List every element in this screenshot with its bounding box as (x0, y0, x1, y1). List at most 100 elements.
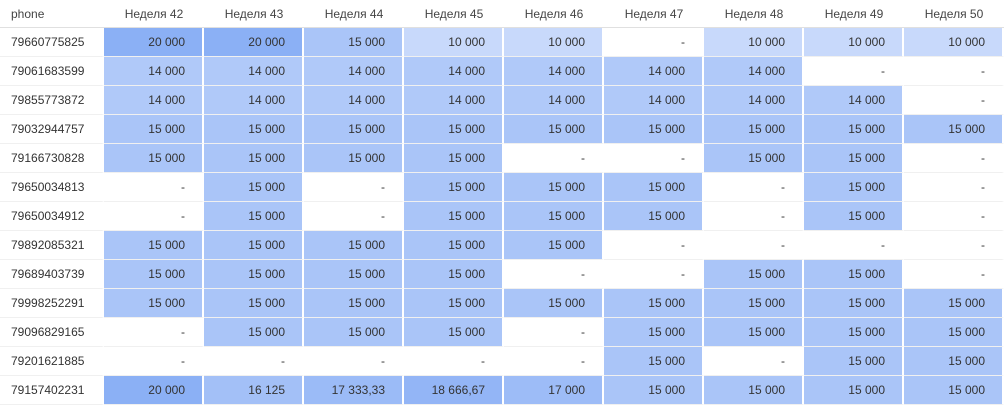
table-row: 79096829165-15 000 15 000 15 000-15 000 15 … (0, 318, 1004, 347)
table-row: 79650034813-15 000-15 000 15 000 15 000-15… (0, 173, 1004, 202)
value-cell: 14 000 (304, 57, 404, 86)
value-cell: - (604, 28, 704, 57)
column-header[interactable]: Неделя 48 (704, 0, 804, 28)
value-cell: 14 000 (104, 57, 204, 86)
phone-cell: 79650034912 (0, 202, 104, 231)
value-cell: 15 000 (104, 115, 204, 144)
column-header[interactable]: Неделя 43 (204, 0, 304, 28)
column-header[interactable]: Неделя 44 (304, 0, 404, 28)
value-cell: 15 000 (404, 173, 504, 202)
value-cell: 15 000 (404, 202, 504, 231)
column-header[interactable]: Неделя 49 (804, 0, 904, 28)
column-header[interactable]: Неделя 42 (104, 0, 204, 28)
value-cell: 20 000 (204, 28, 304, 57)
value-cell: 15 000 (504, 173, 604, 202)
value-cell: 15 000 (604, 376, 704, 405)
value-cell: 15 000 (404, 260, 504, 289)
value-cell: - (904, 231, 1004, 260)
value-cell: 15 000 (404, 289, 504, 318)
table-row: 79892085321 15 000 15 000 15 000 15 000 15 00… (0, 231, 1004, 260)
value-cell: 15 000 (404, 115, 504, 144)
value-cell: 15 000 (204, 231, 304, 260)
phone-cell: 79166730828 (0, 144, 104, 173)
value-cell: - (504, 260, 604, 289)
value-cell: - (804, 231, 904, 260)
value-cell: 15 000 (204, 144, 304, 173)
value-cell: - (904, 57, 1004, 86)
column-header[interactable]: Неделя 45 (404, 0, 504, 28)
value-cell: 10 000 (704, 28, 804, 57)
value-cell: 15 000 (804, 289, 904, 318)
value-cell: - (904, 202, 1004, 231)
value-cell: 15 000 (204, 115, 304, 144)
column-header[interactable]: Неделя 50 (904, 0, 1004, 28)
value-cell: 14 000 (804, 86, 904, 115)
value-cell: 14 000 (304, 86, 404, 115)
table-row: 79032944757 15 000 15 000 15 000 15 000 15 00… (0, 115, 1004, 144)
value-cell: 15 000 (104, 289, 204, 318)
value-cell: 14 000 (704, 86, 804, 115)
phone-cell: 79201621885 (0, 347, 104, 376)
value-cell: - (504, 347, 604, 376)
value-cell: 15 000 (704, 144, 804, 173)
value-cell: 14 000 (704, 57, 804, 86)
value-cell: - (804, 57, 904, 86)
value-cell: 15 000 (804, 144, 904, 173)
value-cell: 15 000 (104, 144, 204, 173)
value-cell: - (704, 347, 804, 376)
value-cell: - (304, 202, 404, 231)
value-cell: 14 000 (404, 57, 504, 86)
value-cell: 15 000 (304, 28, 404, 57)
value-cell: 15 000 (304, 115, 404, 144)
value-cell: 20 000 (104, 376, 204, 405)
value-cell: - (704, 231, 804, 260)
column-header[interactable]: phone (0, 0, 104, 28)
value-cell: 15 000 (904, 318, 1004, 347)
value-cell: 14 000 (204, 86, 304, 115)
value-cell: 15 000 (504, 289, 604, 318)
phone-cell: 79650034813 (0, 173, 104, 202)
value-cell: - (904, 144, 1004, 173)
value-cell: 15 000 (704, 260, 804, 289)
value-cell: 15 000 (404, 318, 504, 347)
value-cell: 14 000 (204, 57, 304, 86)
phone-cell: 79032944757 (0, 115, 104, 144)
value-cell: 15 000 (804, 376, 904, 405)
value-cell: 15 000 (304, 289, 404, 318)
value-cell: 15 000 (904, 115, 1004, 144)
column-header[interactable]: Неделя 46 (504, 0, 604, 28)
value-cell: 15 000 (404, 231, 504, 260)
value-cell: 15 000 (704, 376, 804, 405)
value-cell: 10 000 (404, 28, 504, 57)
table-body: 79660775825 20 000 20 000 15 000 10 000 10 00… (0, 28, 1004, 405)
value-cell: 15 000 (804, 260, 904, 289)
value-cell: 15 000 (304, 318, 404, 347)
column-header[interactable]: Неделя 47 (604, 0, 704, 28)
table-row: 79855773872 14 000 14 000 14 000 14 000 14 00… (0, 86, 1004, 115)
value-cell: 15 000 (804, 318, 904, 347)
value-cell: 10 000 (904, 28, 1004, 57)
value-cell: 15 000 (304, 231, 404, 260)
value-cell: 17 333,33 (304, 376, 404, 405)
value-cell: 15 000 (904, 376, 1004, 405)
value-cell: 15 000 (604, 202, 704, 231)
value-cell: 15 000 (804, 173, 904, 202)
phone-cell: 79660775825 (0, 28, 104, 57)
value-cell: 14 000 (504, 86, 604, 115)
phone-cell: 79855773872 (0, 86, 104, 115)
phone-cell: 79061683599 (0, 57, 104, 86)
value-cell: 15 000 (604, 318, 704, 347)
value-cell: 15 000 (704, 115, 804, 144)
table-row: 79689403739 15 000 15 000 15 000 15 000- -15 … (0, 260, 1004, 289)
value-cell: 15 000 (604, 289, 704, 318)
value-cell: 14 000 (404, 86, 504, 115)
value-cell: 15 000 (604, 347, 704, 376)
value-cell: - (604, 260, 704, 289)
value-cell: - (104, 173, 204, 202)
value-cell: - (104, 347, 204, 376)
value-cell: - (604, 231, 704, 260)
value-cell: 10 000 (804, 28, 904, 57)
value-cell: 15 000 (804, 347, 904, 376)
value-cell: 14 000 (604, 57, 704, 86)
